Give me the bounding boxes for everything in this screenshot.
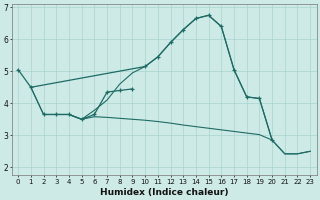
X-axis label: Humidex (Indice chaleur): Humidex (Indice chaleur) xyxy=(100,188,228,197)
